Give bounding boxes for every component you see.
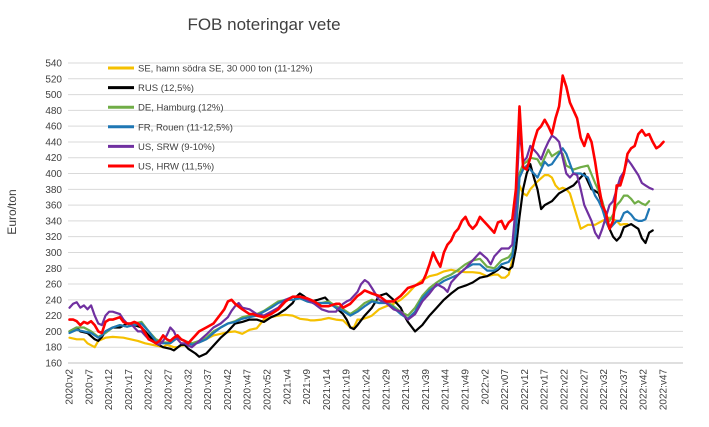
x-tick-label: 2021:v9 <box>302 369 313 405</box>
y-tick-label: 160 <box>45 359 62 370</box>
x-tick-label: 2021:v44 <box>441 369 452 411</box>
x-tick-label: 2022:v22 <box>560 369 571 411</box>
y-tick-label: 180 <box>45 343 62 354</box>
x-tick-label: 2020:v32 <box>183 369 194 411</box>
x-tick-label: 2020:v2 <box>65 369 76 405</box>
y-tick-label: 240 <box>45 295 62 306</box>
legend-entry-2: DE, Hamburg (12%) <box>138 103 224 114</box>
x-tick-label: 2022:v07 <box>500 369 511 411</box>
x-tick-label: 2022:v2 <box>480 369 491 405</box>
x-tick-label: 2021:v49 <box>461 369 472 411</box>
x-tick-label: 2021:v4 <box>282 369 293 405</box>
y-tick-label: 540 <box>45 59 62 70</box>
y-tick-label: 400 <box>45 169 62 180</box>
x-tick-label: 2021:v19 <box>342 369 353 411</box>
y-tick-label: 300 <box>45 248 62 259</box>
y-tick-label: 220 <box>45 311 62 322</box>
y-tick-label: 280 <box>45 264 62 275</box>
series-line-1 <box>68 163 654 358</box>
x-tick-label: 2020:v7 <box>84 369 95 405</box>
y-tick-label: 520 <box>45 74 62 85</box>
y-tick-label: 420 <box>45 153 62 164</box>
x-tick-label: 2021:v24 <box>362 369 373 411</box>
x-tick-label: 2021:v39 <box>421 369 432 411</box>
y-axis-ticks: 160 180 200 220 240 260 280 300 320 340 360 380 400 4… <box>45 59 62 370</box>
series-line-2 <box>68 148 651 345</box>
x-tick-label: 2020:v27 <box>164 369 175 411</box>
legend-entry-1: RUS (12,5%) <box>138 83 194 94</box>
x-tick-label: 2022:v27 <box>579 369 590 411</box>
series-line-5 <box>68 74 665 345</box>
x-tick-label: 2022:v12 <box>520 369 531 411</box>
y-tick-label: 320 <box>45 232 62 243</box>
x-tick-label: 2022:v42 <box>639 369 650 411</box>
y-tick-label: 440 <box>45 137 62 148</box>
x-tick-label: 2020:v22 <box>144 369 155 411</box>
x-tick-label: 2021:v29 <box>381 369 392 411</box>
legend-entry-5: US, HRW (11,5%) <box>138 162 214 173</box>
x-tick-label: 2022:v17 <box>540 369 551 411</box>
x-axis-ticks: 2020:v2 2020:v7 2020:v12 2020:v17 2020:v22 20… <box>65 369 670 411</box>
x-tick-label: 2021:v34 <box>401 369 412 411</box>
y-tick-label: 360 <box>45 201 62 212</box>
y-tick-label: 340 <box>45 216 62 227</box>
legend-entry-3: FR, Rouen (11-12,5%) <box>138 122 233 133</box>
x-tick-label: 2020:v42 <box>223 369 234 411</box>
x-tick-label: 2020:v37 <box>203 369 214 411</box>
y-tick-label: 260 <box>45 280 62 291</box>
y-tick-label: 460 <box>45 122 62 133</box>
series-lines <box>68 74 665 358</box>
y-axis-label: Euro/ton <box>5 189 19 234</box>
x-tick-label: 2020:v12 <box>104 369 115 411</box>
x-tick-label: 2022:v37 <box>619 369 630 411</box>
series-line-0 <box>68 174 629 349</box>
x-tick-label: 2020:v47 <box>243 369 254 411</box>
x-tick-label: 2020:v52 <box>263 369 274 411</box>
chart-title: FOB noteringar vete <box>187 15 340 34</box>
y-tick-label: 480 <box>45 106 62 117</box>
legend: SE, hamn södra SE, 30 000 ton (11-12%) RU… <box>108 64 313 173</box>
y-tick-label: 200 <box>45 327 62 338</box>
legend-entry-4: US, SRW (9-10%) <box>138 142 215 153</box>
x-tick-label: 2020:v17 <box>124 369 135 411</box>
legend-entry-0: SE, hamn södra SE, 30 000 ton (11-12%) <box>138 64 313 75</box>
x-tick-label: 2022:v32 <box>599 369 610 411</box>
y-tick-label: 380 <box>45 185 62 196</box>
y-tick-label: 500 <box>45 90 62 101</box>
x-tick-label: 2021:v14 <box>322 369 333 411</box>
x-tick-label: 2022:v47 <box>659 369 670 411</box>
